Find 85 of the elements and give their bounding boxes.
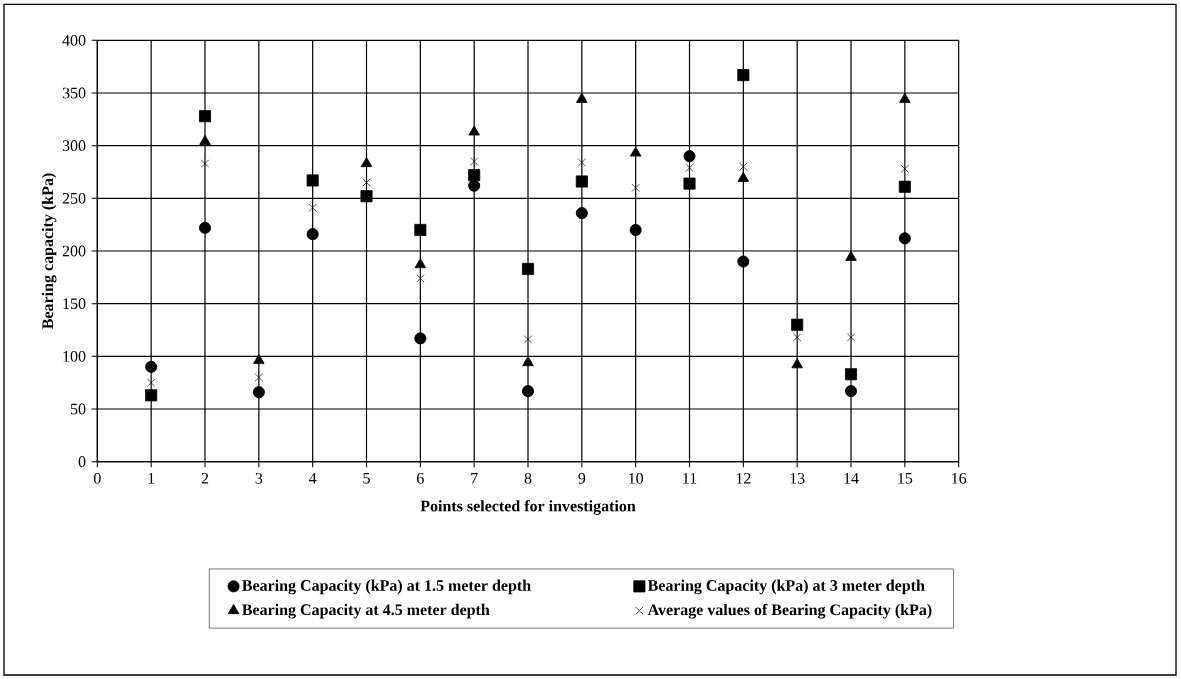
point — [362, 178, 371, 187]
point — [845, 368, 858, 381]
point — [414, 258, 427, 269]
point — [252, 386, 265, 399]
x-axis-title: Points selected for investigation — [420, 500, 636, 515]
point — [576, 92, 588, 103]
point — [414, 332, 427, 345]
point — [683, 177, 696, 190]
y-axis-title: Bearing capacity (kPa) — [41, 173, 57, 329]
x-tick-label: 9 — [578, 472, 586, 484]
x-tick-label: 2 — [201, 472, 209, 484]
x-tick-label: 15 — [898, 472, 913, 484]
y-tick-label: 0 — [78, 456, 86, 468]
y-tick-label: 150 — [63, 298, 86, 310]
x-tick-label: 6 — [417, 472, 424, 484]
point — [739, 162, 748, 171]
point — [522, 262, 535, 275]
y-tick-label: 200 — [62, 245, 86, 257]
x-tick-label: 5 — [363, 472, 370, 484]
point — [145, 389, 158, 402]
x-tick-label: 0 — [93, 472, 101, 484]
point — [468, 179, 481, 192]
x-tick-label: 13 — [790, 472, 805, 484]
point — [898, 180, 911, 193]
x-tick-label: 1 — [148, 472, 155, 484]
point — [898, 232, 911, 245]
point — [306, 228, 319, 241]
legend-label: Bearing Capacity (kPa) at 3 meter depth — [647, 579, 925, 595]
point — [899, 92, 911, 103]
point — [683, 150, 696, 163]
y-tick-label: 350 — [62, 87, 86, 99]
point — [199, 134, 211, 145]
y-tick-label: 400 — [62, 34, 86, 46]
point — [470, 157, 479, 166]
y-tick-label: 50 — [70, 403, 86, 415]
point — [416, 274, 425, 283]
y-tick-label: 250 — [62, 192, 86, 204]
point — [145, 360, 158, 373]
point — [575, 207, 588, 220]
point — [737, 171, 750, 182]
legend-label: Bearing Capacity (kPa) at 1.5 meter depth — [242, 579, 531, 595]
point — [629, 146, 642, 157]
point — [523, 335, 533, 344]
x-tick-label: 8 — [524, 472, 532, 484]
point — [253, 354, 265, 365]
x-tick-label: 10 — [629, 472, 644, 484]
y-tick-label: 100 — [63, 350, 86, 362]
point — [360, 190, 373, 203]
point — [791, 358, 803, 369]
point — [629, 223, 642, 236]
point — [846, 333, 856, 342]
point — [360, 157, 373, 168]
point — [200, 159, 210, 168]
point — [791, 318, 804, 331]
point — [468, 169, 481, 182]
x-tick-label: 3 — [255, 472, 263, 484]
point — [199, 110, 212, 123]
x-tick-label: 16 — [952, 472, 967, 484]
point — [522, 385, 535, 398]
point — [845, 385, 858, 398]
x-tick-label: 7 — [471, 472, 478, 484]
x-tick-label: 4 — [308, 472, 317, 484]
point — [199, 221, 212, 234]
x-tick-label: 12 — [736, 472, 751, 484]
point — [522, 356, 534, 367]
legend-label: Average values of Bearing Capacity (kPa) — [647, 603, 932, 619]
point — [737, 255, 750, 268]
point — [254, 373, 263, 382]
legend-label: Bearing Capacity at 4.5 meter depth — [242, 603, 490, 619]
point — [468, 125, 480, 136]
x-tick-label: 11 — [683, 472, 697, 484]
y-tick-label: 300 — [62, 140, 86, 152]
x-tick-label: 14 — [844, 472, 859, 484]
point — [414, 223, 427, 236]
point — [308, 203, 317, 212]
point — [575, 175, 588, 188]
point — [306, 174, 319, 187]
point — [685, 163, 694, 172]
point — [845, 250, 857, 261]
point — [737, 69, 750, 82]
point — [631, 183, 640, 192]
point — [577, 158, 586, 167]
point — [793, 333, 802, 342]
point — [147, 378, 156, 387]
point — [900, 164, 909, 173]
